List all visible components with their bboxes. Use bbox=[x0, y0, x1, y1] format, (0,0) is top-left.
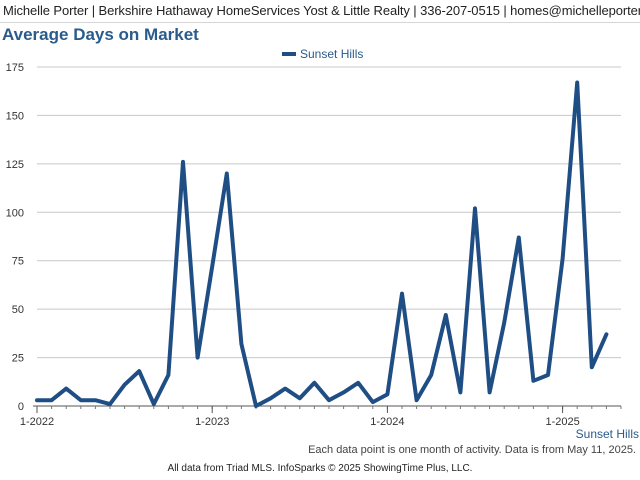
x-tick-label: 1-2024 bbox=[370, 416, 404, 428]
y-tick-label: 125 bbox=[6, 159, 24, 171]
legend: Sunset Hills bbox=[282, 47, 363, 61]
series-layer: Sunset Hills bbox=[35, 80, 639, 440]
y-tick-label: 175 bbox=[6, 62, 24, 74]
series-line-sunset-hills bbox=[35, 80, 609, 408]
line-chart: 0 25 50 75 100 125 150 175 1-2022 1-2023 1-2024 1-2… bbox=[6, 47, 639, 440]
legend-label: Sunset Hills bbox=[300, 47, 363, 61]
y-tick-label: 50 bbox=[12, 304, 24, 316]
x-tick-label: 1-2023 bbox=[195, 416, 229, 428]
data-credit: All data from Triad MLS. InfoSparks © 20… bbox=[167, 463, 473, 474]
y-tick-label: 150 bbox=[6, 110, 24, 122]
y-tick-label: 0 bbox=[18, 401, 24, 413]
x-tick-label: 1-2025 bbox=[545, 416, 579, 428]
footnote: Each data point is one month of activity… bbox=[308, 444, 636, 456]
y-tick-label: 25 bbox=[12, 353, 24, 365]
y-tick-label: 75 bbox=[12, 256, 24, 268]
series-end-label: Sunset Hills bbox=[576, 427, 639, 440]
header-bar: Michelle Porter | Berkshire Hathaway Hom… bbox=[0, 0, 640, 23]
x-tick-label: 1-2022 bbox=[20, 416, 54, 428]
axes: 0 25 50 75 100 125 150 175 1-2022 1-2023 1-2024 1-2… bbox=[6, 62, 622, 428]
header-contact-text: Michelle Porter | Berkshire Hathaway Hom… bbox=[3, 3, 640, 18]
grid-lines bbox=[37, 66, 621, 359]
chart-title: Average Days on Market bbox=[2, 25, 199, 44]
y-tick-label: 100 bbox=[6, 207, 24, 219]
